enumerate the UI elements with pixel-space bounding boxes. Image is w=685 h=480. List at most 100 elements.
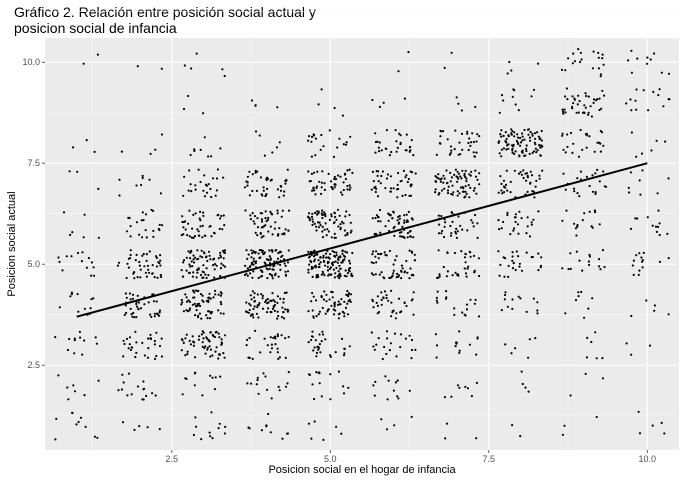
data-point (262, 372, 265, 375)
data-point (510, 352, 513, 355)
data-point (192, 296, 195, 299)
data-point (396, 379, 399, 382)
data-point (509, 180, 512, 183)
data-point (77, 310, 80, 313)
data-point (521, 139, 524, 142)
data-point (332, 268, 335, 271)
data-point (587, 113, 590, 116)
data-point (286, 382, 289, 385)
data-point (474, 175, 478, 178)
data-point (278, 196, 281, 199)
data-point (576, 177, 579, 180)
data-point (530, 221, 533, 224)
data-point (182, 275, 185, 278)
data-point (123, 313, 126, 316)
data-point (68, 337, 71, 341)
data-point (514, 347, 517, 350)
data-point (78, 330, 81, 333)
data-point (72, 146, 75, 149)
data-point (310, 338, 313, 342)
data-point (400, 277, 403, 280)
data-point (412, 274, 415, 277)
data-point (475, 437, 478, 440)
data-point (318, 180, 321, 183)
data-point (505, 144, 509, 147)
data-point (277, 314, 280, 318)
data-point (527, 128, 531, 131)
data-point (336, 275, 339, 278)
data-point (540, 129, 543, 133)
data-point (311, 330, 314, 333)
data-point (284, 228, 287, 231)
data-point (269, 310, 272, 314)
data-point (153, 312, 156, 315)
data-point (193, 148, 196, 151)
data-point (193, 235, 197, 238)
data-point (516, 133, 519, 136)
data-point (252, 260, 255, 263)
data-point (534, 132, 537, 135)
data-point (251, 290, 254, 293)
data-point (374, 132, 377, 135)
data-point (191, 265, 194, 268)
data-point (147, 337, 150, 340)
data-point (634, 217, 637, 220)
data-point (324, 252, 328, 255)
data-point (202, 214, 205, 217)
data-point (147, 301, 150, 304)
data-point (564, 312, 567, 315)
data-point (317, 371, 320, 374)
data-point (267, 307, 270, 310)
data-point (395, 355, 398, 358)
data-point (324, 222, 327, 225)
data-point (182, 261, 185, 264)
data-point (269, 257, 272, 260)
data-point (54, 336, 57, 339)
data-point (184, 354, 187, 357)
data-point (537, 210, 540, 213)
data-point (348, 298, 351, 301)
data-point (538, 174, 541, 177)
data-point (398, 214, 401, 218)
data-point (315, 371, 318, 374)
data-point (220, 262, 223, 265)
data-point (571, 62, 574, 65)
data-point (310, 300, 313, 303)
data-point (245, 344, 248, 347)
data-point (509, 233, 512, 236)
data-point (471, 221, 474, 224)
data-point (349, 186, 352, 189)
data-point (187, 222, 190, 225)
data-point (478, 135, 481, 138)
data-point (589, 105, 592, 108)
data-point (595, 99, 598, 102)
data-point (414, 172, 417, 175)
data-point (220, 342, 224, 345)
data-point (338, 312, 341, 315)
data-point (286, 310, 289, 313)
data-point (412, 291, 415, 294)
data-point (651, 224, 654, 227)
data-point (321, 170, 324, 173)
data-point (516, 136, 520, 139)
data-point (337, 225, 340, 228)
data-point (514, 268, 517, 272)
data-point (205, 191, 209, 194)
data-point (601, 357, 604, 360)
data-point (214, 293, 217, 296)
data-point (588, 184, 591, 188)
data-point (263, 337, 266, 340)
data-point (182, 259, 186, 262)
data-point (219, 256, 223, 259)
data-point (461, 169, 464, 172)
data-point (279, 189, 283, 192)
data-point (520, 370, 523, 373)
data-point (507, 264, 510, 267)
data-point (217, 332, 220, 335)
data-point (635, 88, 638, 91)
x-tick-label: 10.0 (639, 454, 657, 464)
data-point (500, 135, 503, 138)
data-point (525, 310, 528, 313)
data-point (309, 259, 312, 262)
data-point (572, 142, 575, 145)
